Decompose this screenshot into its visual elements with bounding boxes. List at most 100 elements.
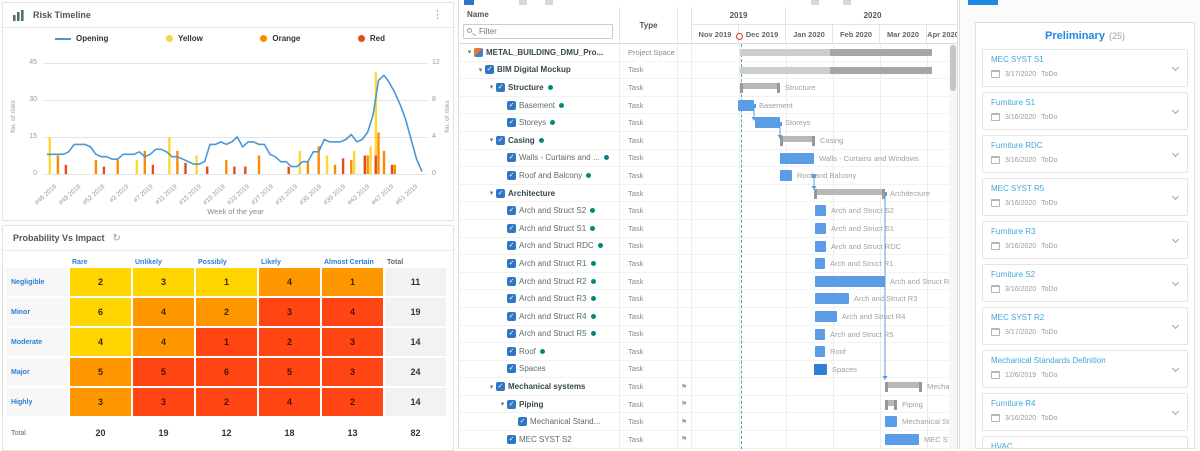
task-card[interactable]: Furniture R4 3/16/2020 ToDo xyxy=(982,393,1188,431)
expand-arrow-icon[interactable]: ▾ xyxy=(489,84,494,92)
gantt-table-row[interactable]: ▾ ✓ Casing xyxy=(459,132,619,150)
gantt-bar-task[interactable] xyxy=(780,152,814,164)
task-filter-input[interactable] xyxy=(463,24,613,39)
gantt-table-row[interactable]: ✓ Arch and Struct R3 xyxy=(459,290,619,308)
gantt-bar-task[interactable] xyxy=(815,222,826,234)
gantt-bar-summary[interactable] xyxy=(885,399,897,410)
matrix-column-header[interactable]: Rare xyxy=(72,259,88,266)
scrollbar-thumb[interactable] xyxy=(950,45,956,91)
matrix-row-header[interactable]: Minor xyxy=(6,298,68,326)
matrix-cell[interactable]: 1 xyxy=(196,328,257,356)
matrix-cell[interactable]: 2 xyxy=(322,388,383,416)
gantt-bar-task[interactable] xyxy=(885,434,919,446)
vertical-scrollbar[interactable] xyxy=(949,44,957,449)
gantt-bar-task[interactable] xyxy=(755,117,780,129)
gantt-bar-summary[interactable] xyxy=(885,382,922,393)
matrix-column-header[interactable]: Unlikely xyxy=(135,259,162,266)
matrix-cell[interactable]: 2 xyxy=(70,268,131,296)
matrix-cell[interactable]: 5 xyxy=(70,358,131,386)
gantt-table-row[interactable]: ▾ ✓ BIM Digital Mockup xyxy=(459,62,619,80)
matrix-cell[interactable]: 4 xyxy=(133,298,194,326)
matrix-cell[interactable]: 3 xyxy=(322,328,383,356)
task-card[interactable]: Furniture RDC 3/16/2020 ToDo xyxy=(982,135,1188,173)
legend-item-orange[interactable]: Orange xyxy=(260,34,300,43)
gantt-table-row[interactable]: ✓ Basement xyxy=(459,97,619,115)
matrix-column-header[interactable]: Likely xyxy=(261,259,281,266)
matrix-cell[interactable]: 2 xyxy=(259,328,320,356)
task-card[interactable]: MEC SYST S1 3/17/2020 ToDo xyxy=(982,49,1188,87)
matrix-cell[interactable]: 4 xyxy=(259,268,320,296)
gantt-bar-task[interactable] xyxy=(815,293,849,305)
matrix-row-header[interactable]: Highly xyxy=(6,388,68,416)
gantt-bar-summary[interactable] xyxy=(740,66,932,74)
legend-item-red[interactable]: Red xyxy=(357,34,385,43)
active-tab-indicator[interactable] xyxy=(968,0,998,5)
legend-item-yellow[interactable]: Yellow xyxy=(165,34,203,43)
kebab-menu-icon[interactable]: ⋮ xyxy=(432,8,443,21)
gantt-bar-task[interactable] xyxy=(815,328,825,340)
gantt-table-row[interactable]: ✓ Arch and Struct RDC xyxy=(459,238,619,256)
gantt-table-row[interactable]: ▾ ✓ Structure xyxy=(459,79,619,97)
expand-arrow-icon[interactable]: ▾ xyxy=(489,190,494,198)
legend-item-opening[interactable]: Opening xyxy=(55,34,108,43)
matrix-cell[interactable]: 2 xyxy=(196,298,257,326)
task-card[interactable]: Furniture R3 3/16/2020 ToDo xyxy=(982,221,1188,259)
gantt-bar-task[interactable] xyxy=(815,258,825,270)
gantt-table-row[interactable]: ▾ ✓ Mechanical systems xyxy=(459,378,619,396)
matrix-column-header[interactable]: Almost Certain xyxy=(324,259,374,266)
gantt-bar-summary[interactable] xyxy=(740,83,780,94)
gantt-table-row[interactable]: ✓ Spaces xyxy=(459,361,619,379)
matrix-row-header[interactable]: Moderate xyxy=(6,328,68,356)
matrix-cell[interactable]: 5 xyxy=(133,358,194,386)
gantt-table-row[interactable]: ✓ Arch and Struct S1 xyxy=(459,220,619,238)
gantt-bar-task[interactable] xyxy=(780,170,792,182)
today-marker-icon[interactable] xyxy=(736,33,743,40)
gantt-table-row[interactable]: ▾ ✓ Architecture xyxy=(459,185,619,203)
gantt-table-row[interactable]: ✓ MEC SYST S2 xyxy=(459,431,619,449)
gantt-table-row[interactable]: ✓ Roof and Balcony xyxy=(459,167,619,185)
matrix-cell[interactable]: 4 xyxy=(259,388,320,416)
task-card[interactable]: HVAC xyxy=(982,436,1188,448)
gantt-table-row[interactable]: ✓ Arch and Struct R4 xyxy=(459,308,619,326)
matrix-cell[interactable]: 3 xyxy=(259,298,320,326)
gantt-bar-task[interactable] xyxy=(815,240,826,252)
gantt-bar-summary[interactable] xyxy=(780,135,815,146)
matrix-cell[interactable]: 6 xyxy=(196,358,257,386)
task-card[interactable]: MEC SYST R5 3/16/2020 ToDo xyxy=(982,178,1188,216)
expand-arrow-icon[interactable]: ▾ xyxy=(467,49,472,57)
matrix-row-header[interactable]: Major xyxy=(6,358,68,386)
task-card[interactable]: Mechanical Standards Definition 12/6/2019… xyxy=(982,350,1188,388)
matrix-row-header[interactable]: Negligible xyxy=(6,268,68,296)
task-card[interactable]: Furniture S2 3/16/2020 ToDo xyxy=(982,264,1188,302)
task-card[interactable]: Furniture S1 3/16/2020 ToDo xyxy=(982,92,1188,130)
matrix-cell[interactable]: 1 xyxy=(196,268,257,296)
matrix-column-header[interactable]: Possibly xyxy=(198,259,227,266)
gantt-table-row[interactable]: ✓ Walls - Curtains and ... xyxy=(459,150,619,168)
gantt-table-row[interactable]: ✓ Roof xyxy=(459,343,619,361)
gantt-table-row[interactable]: ▾ METAL_BUILDING_DMU_Pro... xyxy=(459,44,619,62)
gantt-bar-task[interactable] xyxy=(814,363,827,375)
gantt-table-row[interactable]: ▾ ✓ Piping xyxy=(459,396,619,414)
matrix-cell[interactable]: 3 xyxy=(70,388,131,416)
gantt-bar-task[interactable] xyxy=(738,99,754,111)
expand-arrow-icon[interactable]: ▾ xyxy=(489,383,494,391)
gantt-bar-task[interactable] xyxy=(815,205,826,217)
gantt-bar-task[interactable] xyxy=(815,310,837,322)
gantt-bar-summary[interactable] xyxy=(814,188,885,199)
matrix-cell[interactable]: 3 xyxy=(133,268,194,296)
matrix-cell[interactable]: 3 xyxy=(322,358,383,386)
matrix-cell[interactable]: 5 xyxy=(259,358,320,386)
matrix-cell[interactable]: 1 xyxy=(322,268,383,296)
matrix-cell[interactable]: 3 xyxy=(133,388,194,416)
matrix-cell[interactable]: 2 xyxy=(196,388,257,416)
refresh-icon[interactable]: ↻ xyxy=(112,232,121,244)
gantt-table-row[interactable]: ✓ Arch and Struct R5 xyxy=(459,326,619,344)
gantt-table-row[interactable]: ✓ Arch and Struct S2 xyxy=(459,202,619,220)
matrix-cell[interactable]: 4 xyxy=(70,328,131,356)
gantt-bar-task[interactable] xyxy=(815,346,825,358)
gantt-table-row[interactable]: ✓ Storeys xyxy=(459,114,619,132)
gantt-table-row[interactable]: ✓ Arch and Struct R2 xyxy=(459,273,619,291)
gantt-bar-task[interactable] xyxy=(885,416,897,428)
gantt-bar-summary[interactable] xyxy=(740,49,932,56)
gantt-table-row[interactable]: ✓ Mechanical Stand... xyxy=(459,413,619,432)
